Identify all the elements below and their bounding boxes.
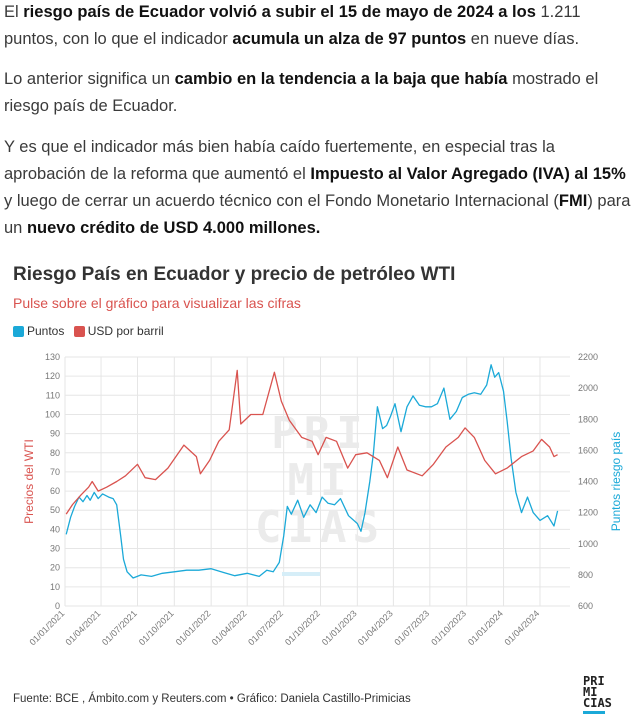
y-right-tick-label: 1600 <box>578 445 598 455</box>
y-left-tick-label: 70 <box>50 467 60 477</box>
y-left-tick-label: 0 <box>55 601 60 611</box>
p1-segment: El <box>4 3 24 21</box>
legend-label-usd: USD por barril <box>87 324 164 338</box>
y-left-tick-label: 20 <box>50 563 60 573</box>
p3-segment: Y es que el indicador más bien había caí… <box>4 138 555 183</box>
p3-segment: nuevo crédito de USD 4.000 millones. <box>26 219 321 237</box>
line-chart[interactable]: 0 10 20 30 40 50 60 70 80 90 100 110 120 130 600 800 100… <box>0 340 640 670</box>
p3-segment: Impuesto al Valor Agregado (IVA) al 15% <box>310 165 626 183</box>
logo-line-3: CIAS <box>583 696 612 710</box>
y-left-tick-label: 110 <box>46 390 60 400</box>
logo-line-1: PRI <box>583 674 605 688</box>
p2-segment: mostrado el riesgo país de Ecuador. <box>4 70 599 115</box>
p3-segment: y luego de cerrar un acuerdo técnico con… <box>4 192 559 210</box>
x-tick-label: 01/04/2022 <box>210 608 249 647</box>
y-left-tick-label: 40 <box>50 524 60 534</box>
y-left-axis-title: Precios del WTI <box>22 439 36 524</box>
y-left-tick-label: 80 <box>50 448 60 458</box>
x-tick-label: 01/10/2022 <box>283 608 322 647</box>
y-left-tick-label: 10 <box>50 582 60 592</box>
x-tick-label: 01/04/2023 <box>356 608 395 647</box>
y-left-tick-label: 130 <box>45 352 60 362</box>
chart-footer: Fuente: BCE , Ámbito.com y Reuters.com •… <box>13 693 411 705</box>
x-tick-label: 01/01/2024 <box>466 608 505 647</box>
p1-segment: en nueve días. <box>466 30 580 48</box>
series-line-puntos <box>65 364 559 579</box>
y-left-tick-label: 60 <box>50 486 60 496</box>
chart-title: Riesgo País en Ecuador y precio de petró… <box>13 264 456 285</box>
y-right-tick-label: 800 <box>578 570 593 580</box>
x-tick-label: 01/04/2021 <box>64 608 103 647</box>
x-tick-label: 01/07/2023 <box>392 608 431 647</box>
y-right-tick-label: 1200 <box>578 508 598 518</box>
y-left-tick-label: 90 <box>50 429 60 439</box>
watermark-text: MI <box>288 455 353 506</box>
series-line-usd <box>65 369 558 515</box>
p3-segment: FMI <box>558 192 588 210</box>
logo-bar <box>583 711 605 714</box>
p1-segment: riesgo país de Ecuador volvió a subir el… <box>23 3 536 21</box>
x-tick-label: 01/01/2022 <box>174 608 213 647</box>
paragraph-2: Lo anterior significa un cambio en la te… <box>4 66 636 120</box>
p2-segment: Lo anterior significa un <box>4 70 175 88</box>
legend-swatch-puntos <box>13 325 24 337</box>
y-right-tick-label: 2200 <box>578 352 598 362</box>
legend-swatch-usd <box>73 325 85 337</box>
y-left-tick-label: 120 <box>45 371 60 381</box>
chart-legend: Puntos USD por barril <box>13 324 170 340</box>
legend-label-puntos: Puntos <box>27 324 65 338</box>
logo-line-2: MI <box>583 685 598 699</box>
y-right-tick-label: 1800 <box>578 414 598 424</box>
y-right-tick-label: 600 <box>578 601 593 611</box>
y-right-tick-label: 2000 <box>578 383 598 393</box>
primicias-logo: PRI MI CIAS <box>583 674 612 714</box>
chart-subtitle: Pulse sobre el gráfico para visualizar l… <box>13 295 301 311</box>
p1-segment: 1.211 puntos, con lo que el indicador <box>4 3 581 48</box>
y-left-tick-label: 50 <box>50 505 60 515</box>
p3-segment: ) para un <box>4 192 631 237</box>
y-left-tick-label: 30 <box>50 544 60 554</box>
x-tick-label: 01/04/2024 <box>502 608 541 647</box>
x-tick-label: 01/01/2021 <box>27 608 66 647</box>
x-tick-label: 01/10/2021 <box>137 608 176 647</box>
p1-segment: acumula un alza de 97 puntos <box>232 30 467 48</box>
x-tick-label: 01/07/2021 <box>100 608 139 647</box>
watermark-bar <box>282 572 320 576</box>
p2-segment: cambio en la tendencia a la baja que hab… <box>174 70 508 88</box>
paragraph-3: Y es que el indicador más bien había caí… <box>4 134 636 242</box>
y-right-tick-label: 1400 <box>578 477 598 487</box>
paragraph-1: El riesgo país de Ecuador volvió a subir… <box>4 0 636 53</box>
legend-item-puntos[interactable]: Puntos <box>13 324 64 338</box>
y-left-tick-label: 100 <box>45 409 60 419</box>
x-tick-label: 01/07/2022 <box>246 608 285 647</box>
legend-item-usd[interactable]: USD por barril <box>73 324 164 338</box>
y-right-tick-label: 1000 <box>578 539 598 549</box>
watermark-text: PRI <box>271 408 368 459</box>
x-tick-label: 01/10/2023 <box>429 608 468 647</box>
x-tick-label: 01/01/2023 <box>320 608 359 647</box>
y-right-axis-title: Puntos riesgo país <box>609 432 623 531</box>
